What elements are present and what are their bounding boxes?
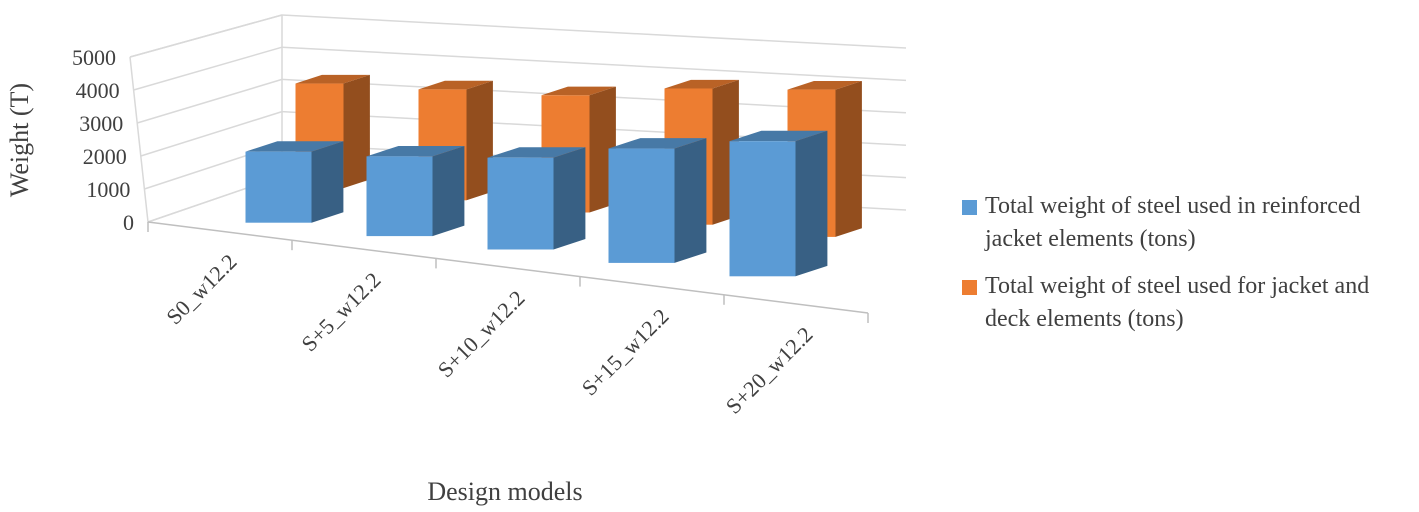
bar-side: [432, 145, 465, 237]
x-axis-title: Design models: [427, 477, 582, 506]
bar-side: [466, 80, 493, 201]
bar-reinforced-jacket: [366, 145, 465, 237]
bar-front: [366, 156, 433, 237]
bar-side: [835, 80, 862, 237]
legend-swatch: [962, 200, 977, 215]
bar-front: [729, 141, 796, 277]
gridline-side: [136, 78, 283, 124]
bar-top: [295, 74, 370, 84]
bar-reinforced-jacket: [729, 130, 828, 277]
bar-top: [608, 138, 707, 149]
legend-swatch: [962, 280, 977, 295]
y-tick-label: 5000: [72, 45, 116, 70]
bar-top: [787, 80, 862, 90]
y-tick-label: 3000: [79, 111, 123, 136]
bar-front: [608, 148, 675, 263]
gridline-back: [281, 46, 907, 82]
bar-top: [245, 141, 344, 152]
y-tick-label: 0: [123, 210, 134, 235]
bar-top: [418, 80, 493, 90]
gridline-side: [140, 110, 283, 157]
y-tick-label: 4000: [76, 78, 120, 103]
bar-side: [311, 141, 344, 223]
bar-side: [674, 138, 707, 263]
x-tick-label: S+5_w12.2: [296, 267, 385, 356]
bar-top: [541, 86, 616, 96]
bar-top: [487, 147, 586, 158]
legend-label: Total weight of steel used in reinforced…: [985, 193, 1361, 252]
bar-top: [729, 130, 828, 142]
x-tick-label: S+15_w12.2: [577, 304, 674, 401]
legend-item-reinforced-jacket: Total weight of steel used in reinforced…: [962, 190, 1412, 256]
bar-side: [343, 74, 370, 189]
bar-reinforced-jacket: [487, 147, 586, 250]
legend: Total weight of steel used in reinforced…: [962, 190, 1412, 350]
legend-label: Total weight of steel used for jacket an…: [985, 273, 1370, 332]
bar-side: [795, 130, 828, 277]
y-axis-ticks: 0 1000 2000 3000 4000 5000: [72, 45, 134, 235]
y-tick-label: 1000: [86, 177, 130, 202]
gridline-back: [281, 14, 907, 49]
x-tick-label: S+10_w12.2: [433, 285, 530, 382]
x-tick-label: S0_w12.2: [161, 249, 241, 329]
y-axis-title: Weight (T): [5, 83, 34, 197]
gridline-side: [129, 14, 283, 58]
gridline-side: [133, 46, 283, 91]
bar-front: [487, 157, 554, 250]
x-axis: [147, 221, 869, 323]
x-tick-label: S+20_w12.2: [721, 322, 818, 419]
legend-item-jacket-deck: Total weight of steel used for jacket an…: [962, 270, 1412, 336]
x-axis-line: [147, 221, 869, 314]
bar-front: [245, 151, 312, 223]
y-tick-label: 2000: [83, 144, 127, 169]
bar-top: [366, 145, 465, 157]
bar-reinforced-jacket: [245, 141, 344, 223]
bars: [245, 74, 862, 277]
x-axis-ticks: S0_w12.2 S+5_w12.2 S+10_w12.2 S+15_w12.2…: [161, 249, 817, 419]
bar-reinforced-jacket: [608, 138, 707, 263]
bar-side: [553, 147, 586, 250]
bar-top: [664, 79, 739, 89]
